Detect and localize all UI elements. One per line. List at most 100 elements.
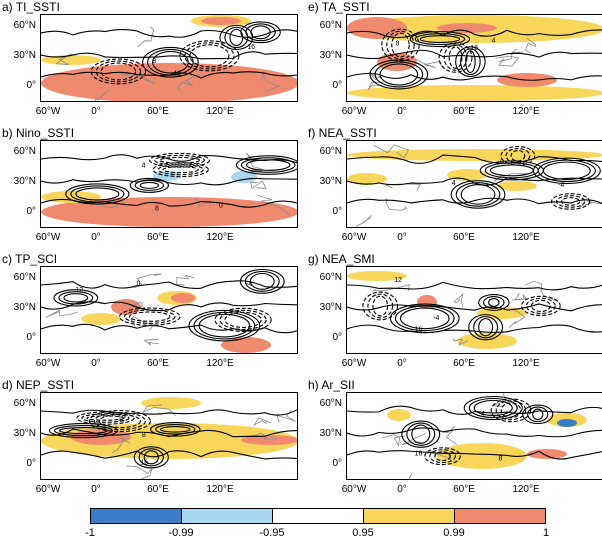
coastline [524,38,536,54]
significance-shading [437,23,497,33]
contour-line [150,422,201,437]
contour-label: 8 [499,456,503,463]
longitude-label: 60°W [341,358,367,369]
contour-line [88,410,152,433]
longitude-label: 60°W [35,358,61,369]
longitude-label: 60°W [341,232,367,243]
contour-line [490,398,532,423]
contour-line [41,177,297,186]
contour-line [184,42,235,70]
contour-line [41,29,297,38]
colorbar-label: 0.95 [352,527,374,539]
map-panel: g) NEA_SMI -4 12 16 60°N 30°N 0° 60°W 0° 60°E 120°… [306,252,602,378]
coastline [444,426,458,446]
longitude-label: 60°E [147,484,169,495]
contour-label: -4 [558,182,564,189]
contour-line [347,450,602,460]
latitude-label: 60°N [319,20,342,31]
coastline [253,417,272,427]
latitude-label: 0° [332,332,342,343]
latitude-label: 30°N [319,50,342,61]
contour-label: 8 [152,58,156,65]
significance-shading [241,435,297,445]
contour-line [527,406,549,423]
coastline [45,309,78,318]
colorbar-segment [181,509,272,523]
contour-line [81,413,130,423]
latitude-label: 0° [26,332,36,343]
colorbar [90,508,546,524]
contour-line [160,426,191,433]
contour-label: 4 [142,163,146,170]
coastline [119,71,156,85]
contour-line [542,161,591,180]
contour-line [98,414,142,429]
latitude-label: 60°N [319,398,342,409]
contour-line [86,415,125,421]
longitude-label: 120°E [512,106,540,117]
contour-label: 16 [247,44,255,51]
contour-line [95,60,142,83]
contour-line [381,28,420,62]
coastline [508,310,526,328]
contour-label: 12 [394,277,402,284]
contour-line [90,58,147,85]
contour-line [149,152,210,168]
panel-title: a) TI_SSTI [2,0,60,14]
panel-title: e) TA_SSTI [308,0,370,14]
significance-shading [201,17,241,25]
coastline [493,172,527,183]
coastline [141,404,176,417]
contour-line [468,397,518,419]
coastline [95,90,110,101]
contour-line [530,299,551,313]
longitude-label: 0° [397,232,407,243]
longitude-label: 60°W [35,106,61,117]
coastline [372,284,410,292]
significance-shading [387,409,411,421]
longitude-label: 0° [91,106,101,117]
contour-line [478,318,494,337]
longitude-label: 60°E [453,232,475,243]
contour-line [409,31,471,48]
longitude-label: 120°E [206,106,234,117]
contour-line [155,424,196,435]
significance-shading [347,149,602,161]
coastline [242,432,278,440]
contour-line [93,412,147,431]
panel-title: g) NEA_SMI [308,252,375,266]
coastline [143,338,159,346]
significance-shading [231,171,257,183]
coastline [368,81,384,90]
panel-title: h) Ar_SII [308,378,355,392]
map-panel: f) NEA_SSTI 4 0 -4 60°N 30°N 0° 60°W 0° 60°E 120°E [306,126,602,252]
contour-line [401,420,441,448]
contour-line [41,198,297,208]
contour-line [347,303,602,312]
colorbar-segment [454,509,545,523]
coastline [257,195,291,216]
contour-label: 4 [481,411,485,418]
coastline [137,26,155,48]
contour-line [235,155,297,175]
contour-line [450,180,506,209]
latitude-label: 60°N [13,398,36,409]
contour-label: 12 [174,70,182,77]
contour-line [489,164,534,177]
map-graphic: 12 16 8 [41,397,297,479]
map-panel: h) Ar_SII 16 8 4 60°N 30°N 0° 60°W 0° 60°E 120°E [306,378,602,504]
contour-line [41,323,297,334]
significance-shading [457,333,517,349]
map-plot: 0 -4 12 [40,266,298,354]
contour-line [347,197,602,205]
coastline [111,437,131,453]
contour-line [473,316,499,339]
contour-line [143,450,159,465]
coastline [579,200,602,208]
contour-line [41,301,297,312]
significance-shading [497,181,537,191]
contour-line [157,164,204,176]
latitude-label: 0° [332,80,342,91]
panel-title: f) NEA_SSTI [308,126,377,140]
contour-line [58,427,108,435]
